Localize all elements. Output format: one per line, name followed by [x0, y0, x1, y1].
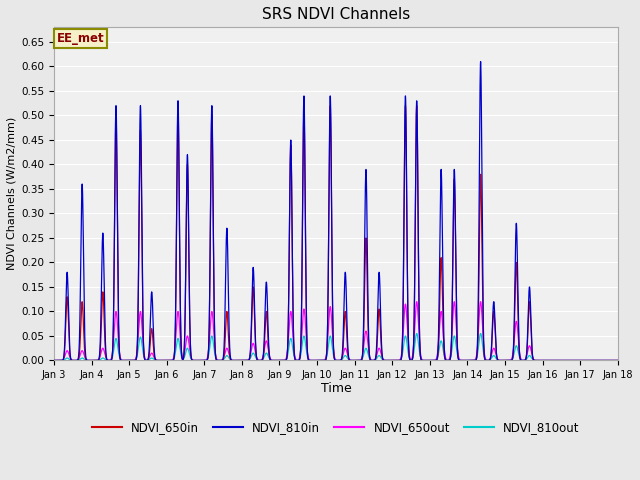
Title: SRS NDVI Channels: SRS NDVI Channels [262, 7, 410, 22]
Text: EE_met: EE_met [57, 32, 104, 45]
Y-axis label: NDVI Channels (W/m2/mm): NDVI Channels (W/m2/mm) [7, 117, 17, 271]
X-axis label: Time: Time [321, 382, 351, 395]
Legend: NDVI_650in, NDVI_810in, NDVI_650out, NDVI_810out: NDVI_650in, NDVI_810in, NDVI_650out, NDV… [88, 416, 584, 439]
